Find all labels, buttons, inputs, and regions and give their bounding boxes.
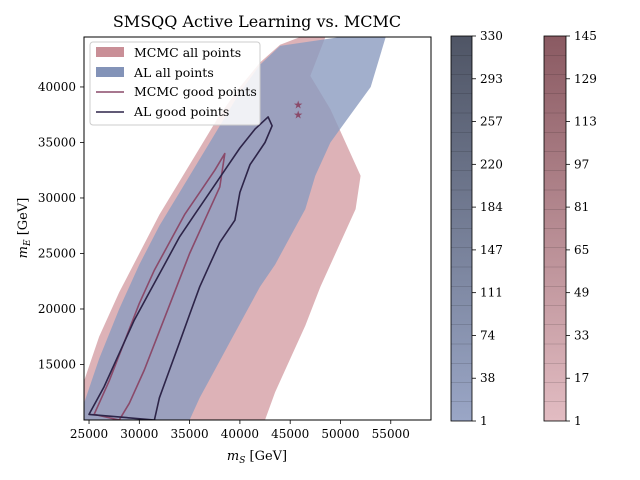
- colorbar-tick-label: 65: [574, 243, 589, 257]
- series-marker-mcmc-good-points-1: ★: [293, 109, 303, 122]
- x-tick-label: 30000: [120, 427, 158, 441]
- colorbar-tick-label: 97: [574, 157, 589, 171]
- colorbar-al-ticks: 330 293 257 220 184 147 111 74 38 1: [472, 29, 503, 428]
- legend-label-al-all: AL all points: [133, 65, 214, 80]
- x-axis-title: mS [GeV]: [227, 449, 287, 466]
- colorbar-tick-label: 38: [480, 371, 495, 385]
- colorbar-tick-label: 33: [574, 328, 589, 342]
- y-tick-label: 35000: [38, 135, 76, 149]
- y-axis: 15000 20000 25000 30000 35000 40000: [38, 80, 84, 371]
- colorbar-tick-label: 111: [480, 286, 503, 300]
- legend: MCMC all points AL all points MCMC good …: [89, 41, 261, 126]
- colorbar-tick-label: 129: [574, 72, 597, 86]
- y-tick-label: 40000: [38, 80, 76, 94]
- y-axis-title: mE [GeV]: [16, 198, 33, 259]
- x-tick-label: 50000: [321, 427, 359, 441]
- series-layer: ★★: [84, 37, 386, 420]
- colorbar-tick-label: 1: [574, 414, 582, 428]
- y-tick-label: 20000: [38, 302, 76, 316]
- legend-swatch-al-all: [96, 67, 124, 77]
- colorbar-tick-label: 145: [574, 29, 597, 43]
- y-tick-label: 30000: [38, 191, 76, 205]
- colorbar-tick-label: 113: [574, 115, 597, 129]
- colorbar-tick-label: 1: [480, 414, 488, 428]
- colorbar-mcmc: 145 129 113 97 81 65 49 33 17 1: [543, 29, 597, 428]
- colorbar-mcmc-ticks: 145 129 113 97 81 65 49 33 17 1: [566, 29, 597, 428]
- series-contour-al-good-points: [88, 116, 273, 420]
- colorbar-tick-label: 74: [480, 328, 496, 342]
- colorbar-tick-label: 184: [480, 200, 503, 214]
- legend-label-al-good: AL good points: [133, 104, 229, 119]
- legend-label-mcmc-all: MCMC all points: [134, 45, 241, 60]
- x-tick-label: 40000: [221, 427, 259, 441]
- y-tick-label: 15000: [38, 357, 76, 371]
- legend-box: [89, 41, 261, 126]
- y-tick-label: 25000: [38, 246, 76, 260]
- colorbar-tick-label: 17: [574, 371, 589, 385]
- x-tick-label: 55000: [372, 427, 410, 441]
- plot-frame: [83, 36, 432, 421]
- series-contour-mcmc-good-points: [93, 152, 226, 420]
- x-tick-label: 35000: [171, 427, 209, 441]
- legend-label-mcmc-good: MCMC good points: [134, 84, 257, 99]
- chart-title: SMSQQ Active Learning vs. MCMC: [113, 12, 401, 31]
- x-tick-label: 45000: [271, 427, 309, 441]
- series-marker-mcmc-good-points-0: ★: [293, 99, 303, 112]
- colorbar-tick-label: 220: [480, 157, 503, 171]
- legend-swatch-mcmc-all: [96, 47, 124, 57]
- x-tick-label: 25000: [70, 427, 108, 441]
- colorbar-al-bands: [451, 54, 472, 403]
- colorbar-tick-label: 257: [480, 115, 503, 129]
- colorbar-tick-label: 147: [480, 243, 503, 257]
- colorbar-tick-label: 49: [574, 286, 589, 300]
- colorbar-al: 330 293 257 220 184 147 111 74 38 1: [450, 29, 503, 428]
- colorbar-tick-label: 293: [480, 72, 503, 86]
- colorbar-tick-label: 81: [574, 200, 589, 214]
- series-region-al-all-points: [84, 37, 386, 420]
- colorbar-al-bar: [450, 35, 473, 422]
- colorbar-tick-label: 330: [480, 29, 503, 43]
- colorbar-mcmc-bands: [544, 54, 566, 403]
- colorbar-mcmc-bar: [543, 35, 567, 422]
- x-axis: 25000 30000 35000 40000 45000 50000 55000: [70, 420, 410, 441]
